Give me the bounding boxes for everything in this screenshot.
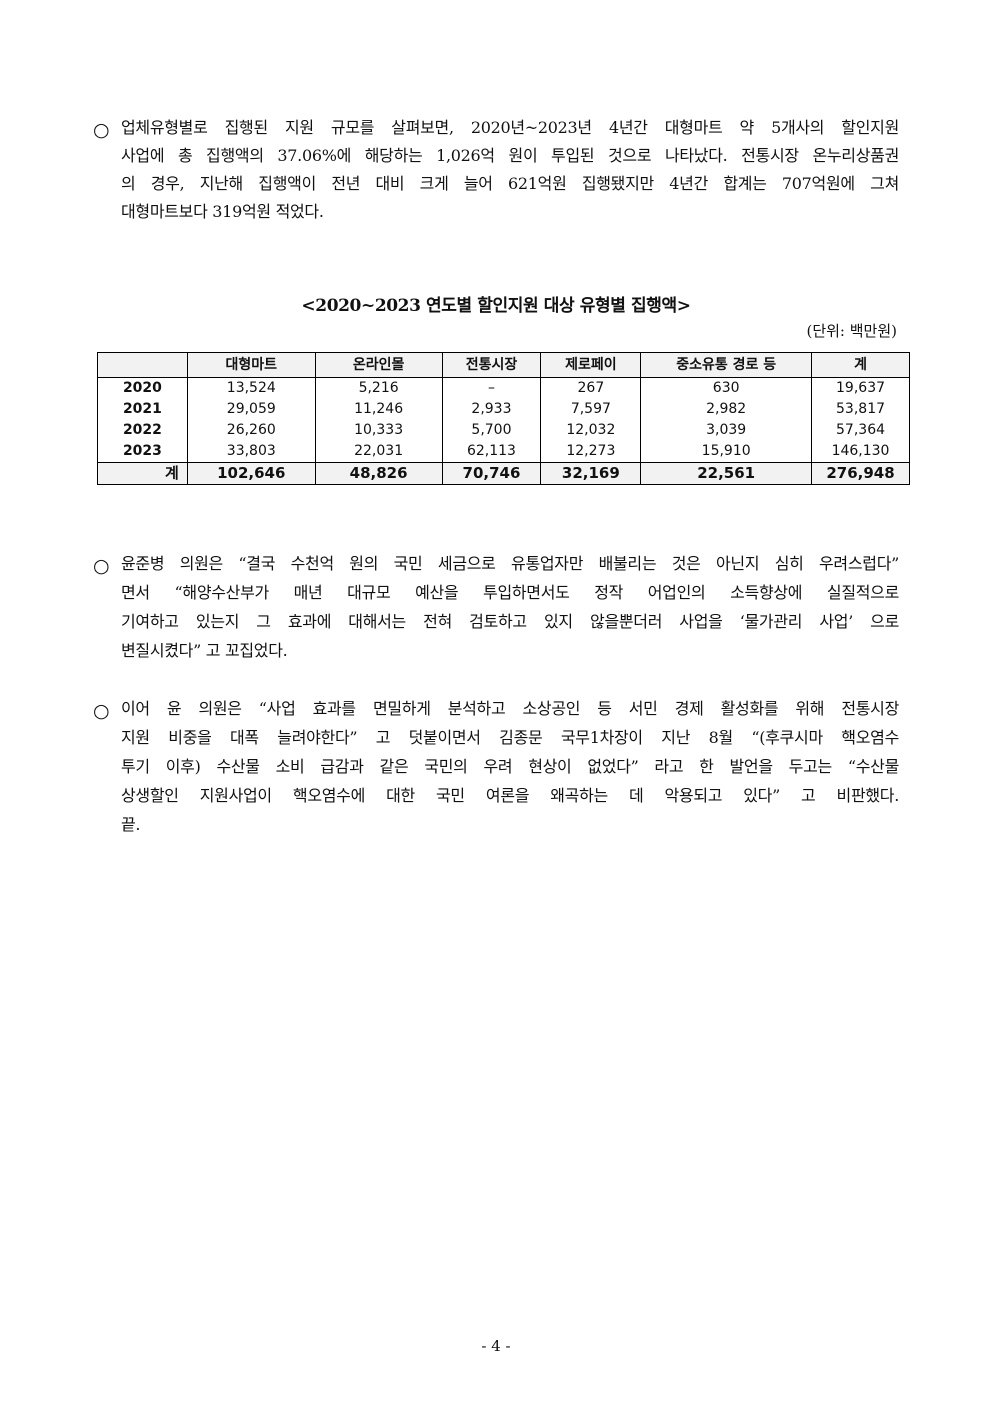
table-cell: 15,910 <box>640 441 813 463</box>
column-header: 온라인몰 <box>314 352 443 378</box>
table-cell: 13,524 <box>186 377 316 399</box>
table-cell: 22,561 <box>640 462 813 485</box>
table-cell: 57,364 <box>811 420 910 441</box>
table-cell: 12,032 <box>540 420 642 441</box>
table-cell: 2022 <box>97 420 188 441</box>
table-cell: 5,216 <box>314 377 443 399</box>
table-cell: 53,817 <box>811 399 910 420</box>
text-line: 윤준병 의원은 “결국 수천억 원의 국민 세금으로 유통업자만 배불리는 것은… <box>121 554 899 573</box>
text-line: 끝. <box>121 815 141 834</box>
text-line: 업체유형별로 집행된 지원 규모를 살펴보면, 2020년~2023년 4년간 … <box>121 118 899 137</box>
page-number: - 4 - <box>481 1337 511 1355</box>
text-line: 이어 윤 의원은 “사업 효과를 면밀하게 분석하고 소상공인 등 서민 경제 … <box>121 699 899 718</box>
table-cell: 70,746 <box>441 462 542 485</box>
table-cell: 102,646 <box>186 462 316 485</box>
table-cell: 33,803 <box>186 441 316 463</box>
column-header: 계 <box>811 352 910 378</box>
table-unit: (단위: 백만원) <box>806 322 897 340</box>
column-header: 대형마트 <box>186 352 316 378</box>
table-cell: 48,826 <box>314 462 443 485</box>
table-cell: 3,039 <box>640 420 813 441</box>
text-line: 상생할인 지원사업이 핵오염수에 대한 국민 여론을 왜곡하는 데 악용되고 있… <box>121 786 899 805</box>
table-row: 2021 29,059 11,246 2,933 7,597 2,982 53,817 <box>97 399 910 420</box>
expenditure-table: 대형마트 온라인몰 전통시장 제로페이 중소유통 경로 등 계 2020 13,5… <box>97 352 910 485</box>
table-cell: 2021 <box>97 399 188 420</box>
table-cell: 2023 <box>97 441 188 463</box>
text-line: 면서 “해양수산부가 매년 대규모 예산을 투입하면서도 정작 어업인의 소득향… <box>121 583 899 602</box>
table-cell: 2,933 <box>441 399 542 420</box>
table-cell: 22,031 <box>314 441 443 463</box>
column-header: 제로페이 <box>540 352 642 378</box>
table-row: 2020 13,524 5,216–267 630 19,637 <box>97 377 910 399</box>
table-cell: 2020 <box>97 377 188 399</box>
column-header <box>97 352 188 378</box>
circle-bullet-icon: ○ <box>93 555 110 577</box>
table-cell: 11,246 <box>314 399 443 420</box>
text-line: 사업에 총 집행액의 37.06%에 해당하는 1,026억 원이 투입된 것으… <box>121 146 899 165</box>
table-cell: 12,273 <box>540 441 642 463</box>
table-cell: 19,637 <box>811 377 910 399</box>
table-cell: 630 <box>640 377 813 399</box>
table-row: 2022 26,260 10,333 5,700 12,032 3,039 57,364 <box>97 420 910 441</box>
table-cell: 32,169 <box>540 462 642 485</box>
table-cell: 계 <box>97 462 188 485</box>
table-cell: 146,130 <box>811 441 910 463</box>
table-cell: 10,333 <box>314 420 443 441</box>
table-title: <2020~2023 연도별 할인지원 대상 유형별 집행액> <box>301 296 691 316</box>
table-cell: 276,948 <box>811 462 910 485</box>
text-line: 의 경우, 지난해 집행액이 전년 대비 크게 늘어 621억원 집행됐지만 4… <box>121 174 899 193</box>
text-line: 대형마트보다 319억원 적었다. <box>121 202 324 221</box>
table-total-row: 계 102,646 48,826 70,746 32,169 22,561 27… <box>97 462 910 485</box>
text-line: 투기 이후) 수산물 소비 급감과 같은 국민의 우려 현상이 없었다” 라고 … <box>121 757 899 776</box>
table-cell: 26,260 <box>186 420 316 441</box>
circle-bullet-icon: ○ <box>93 119 110 141</box>
table-row: 2023 33,803 22,031 62,113 12,273 15,910 146,13… <box>97 441 910 463</box>
table-cell: – <box>441 377 542 399</box>
table-cell: 29,059 <box>186 399 316 420</box>
table-cell: 7,597 <box>540 399 642 420</box>
table-cell: 2,982 <box>640 399 813 420</box>
table-header-row: 대형마트 온라인몰 전통시장 제로페이 중소유통 경로 등 계 <box>97 352 910 378</box>
table-cell: 5,700 <box>441 420 542 441</box>
text-line: 변질시켰다” 고 꼬집었다. <box>121 641 288 660</box>
circle-bullet-icon: ○ <box>93 700 110 722</box>
table-cell: 267 <box>540 377 642 399</box>
text-line: 지원 비중을 대폭 늘려야한다” 고 덧붙이면서 김종문 국무1차장이 지난 8… <box>121 728 899 747</box>
column-header: 전통시장 <box>441 352 542 378</box>
column-header: 중소유통 경로 등 <box>640 352 813 378</box>
table-cell: 62,113 <box>441 441 542 463</box>
text-line: 기여하고 있는지 그 효과에 대해서는 전혀 검토하고 있지 않을뿐더러 사업을… <box>121 612 899 631</box>
